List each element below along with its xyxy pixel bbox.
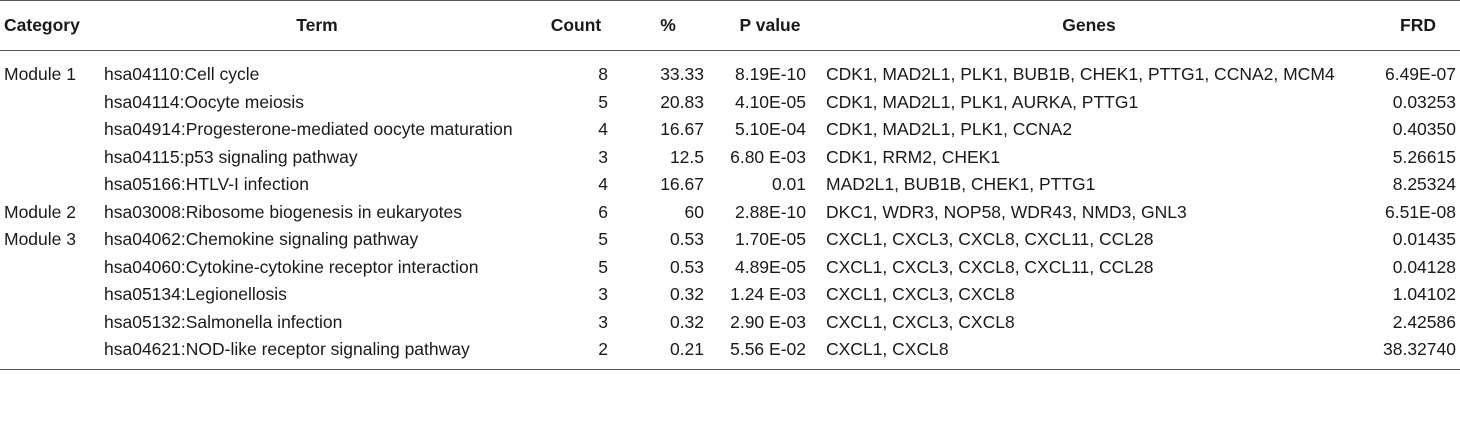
cell-frd: 5.26615 <box>1392 146 1456 167</box>
cell-frd: 6.51E-08 <box>1384 201 1456 222</box>
cell-pvalue: 2.90 E-03 <box>730 311 806 332</box>
cell-count: 4 <box>598 174 608 194</box>
cell-genes: CDK1, RRM2, CHEK1 <box>826 146 1001 167</box>
cell-frd: 2.42586 <box>1392 311 1456 332</box>
cell-category <box>0 309 102 337</box>
cell-pvalue: 5.56 E-02 <box>730 339 806 359</box>
cell-frd: 0.40350 <box>1392 119 1456 139</box>
cell-percent: 16.67 <box>660 174 704 194</box>
cell-count: 3 <box>598 311 608 332</box>
header-count: Count <box>550 15 602 35</box>
cell-term: hsa05166:HTLV-I infection <box>104 174 309 194</box>
header-category: Category <box>4 15 80 35</box>
cell-genes: CDK1, MAD2L1, PLK1, AURKA, PTTG1 <box>826 91 1139 112</box>
cell-term: hsa05132:Salmonella infection <box>104 311 343 332</box>
cell-genes: DKC1, WDR3, NOP58, WDR43, NMD3, GNL3 <box>826 201 1187 222</box>
cell-percent: 33.33 <box>660 64 704 84</box>
cell-frd: 38.32740 <box>1383 339 1456 359</box>
header-genes: Genes <box>1062 15 1116 35</box>
table-row: Module 1 hsa04110:Cell cycle 8 33.33 8.19E-1… <box>0 51 1460 89</box>
table-row: hsa04621:NOD-like receptor signaling pat… <box>0 336 1460 369</box>
cell-genes: CXCL1, CXCL3, CXCL8, CXCL11, CCL28 <box>826 256 1154 277</box>
table-row: hsa04114:Oocyte meiosis 5 20.83 4.10E-05 CDK… <box>0 89 1460 117</box>
cell-percent: 0.53 <box>669 256 704 277</box>
cell-pvalue: 2.88E-10 <box>734 201 806 222</box>
cell-count: 3 <box>598 146 608 167</box>
table-row: hsa05134:Legionellosis 3 0.32 1.24 E-03 CXCL… <box>0 281 1460 309</box>
cell-genes: MAD2L1, BUB1B, CHEK1, PTTG1 <box>826 174 1096 194</box>
header-pvalue: P value <box>739 15 801 35</box>
cell-genes: CDK1, MAD2L1, PLK1, BUB1B, CHEK1, PTTG1,… <box>826 64 1335 84</box>
cell-percent: 0.53 <box>669 229 704 249</box>
cell-genes: CXCL1, CXCL3, CXCL8 <box>826 311 1015 332</box>
cell-count: 5 <box>598 229 608 249</box>
cell-pvalue: 5.10E-04 <box>734 119 806 139</box>
cell-frd: 8.25324 <box>1392 174 1456 194</box>
cell-term: hsa04062:Chemokine signaling pathway <box>104 229 419 249</box>
cell-term: hsa04114:Oocyte meiosis <box>104 91 305 112</box>
table-row: hsa04914:Progesterone-mediated oocyte ma… <box>0 116 1460 144</box>
cell-percent: 16.67 <box>660 119 704 139</box>
table-row: Module 2 hsa03008:Ribosome biogenesis in … <box>0 199 1460 227</box>
enrichment-table: Category Term Count % P value Genes FRD … <box>0 0 1460 369</box>
table-row: Module 3 hsa04062:Chemokine signaling pat… <box>0 226 1460 254</box>
cell-pvalue: 8.19E-10 <box>734 64 806 84</box>
cell-frd: 0.01435 <box>1392 229 1456 249</box>
cell-count: 3 <box>598 284 608 304</box>
cell-category <box>0 254 102 282</box>
cell-genes: CXCL1, CXCL8 <box>826 339 949 359</box>
cell-percent: 0.32 <box>669 284 704 304</box>
table-row: hsa04115:p53 signaling pathway 3 12.5 6.80 … <box>0 144 1460 172</box>
cell-count: 2 <box>598 339 608 359</box>
cell-term: hsa04060:Cytokine-cytokine receptor inte… <box>104 256 479 277</box>
cell-count: 4 <box>598 119 608 139</box>
cell-term: hsa04621:NOD-like receptor signaling pat… <box>104 339 470 359</box>
cell-frd: 0.04128 <box>1392 256 1456 277</box>
header-percent: % <box>660 15 676 35</box>
cell-percent: 60 <box>684 201 704 222</box>
cell-pvalue: 1.70E-05 <box>734 229 806 249</box>
cell-category <box>0 336 102 369</box>
cell-count: 5 <box>598 91 608 112</box>
cell-pvalue: 6.80 E-03 <box>730 146 806 167</box>
cell-category: Module 1 <box>4 64 76 84</box>
cell-term: hsa04914:Progesterone-mediated oocyte ma… <box>104 119 513 139</box>
cell-term: hsa04110:Cell cycle <box>104 64 260 84</box>
cell-category: Module 2 <box>4 201 76 222</box>
header-frd: FRD <box>1400 15 1436 35</box>
cell-pvalue: 4.10E-05 <box>734 91 806 112</box>
header-row: Category Term Count % P value Genes FRD <box>0 0 1460 51</box>
cell-category <box>0 171 102 199</box>
cell-percent: 20.83 <box>660 91 704 112</box>
cell-category <box>0 116 102 144</box>
cell-pvalue: 1.24 E-03 <box>730 284 806 304</box>
table-row: hsa05132:Salmonella infection 3 0.32 2.90 E… <box>0 309 1460 337</box>
cell-category <box>0 144 102 172</box>
header-term: Term <box>296 15 338 35</box>
cell-frd: 6.49E-07 <box>1384 64 1456 84</box>
cell-frd: 1.04102 <box>1392 284 1456 304</box>
table-row: hsa05166:HTLV-I infection 4 16.67 0.01 MAD2L… <box>0 171 1460 199</box>
cell-count: 6 <box>598 201 608 222</box>
cell-term: hsa05134:Legionellosis <box>104 284 287 304</box>
cell-count: 8 <box>598 64 608 84</box>
cell-category <box>0 89 102 117</box>
cell-percent: 0.21 <box>669 339 704 359</box>
table-row: hsa04060:Cytokine-cytokine receptor inte… <box>0 254 1460 282</box>
cell-genes: CXCL1, CXCL3, CXCL8 <box>826 284 1015 304</box>
cell-percent: 0.32 <box>669 311 704 332</box>
cell-pvalue: 0.01 <box>771 174 806 194</box>
cell-percent: 12.5 <box>669 146 704 167</box>
cell-category: Module 3 <box>4 229 76 249</box>
cell-category <box>0 281 102 309</box>
cell-term: hsa03008:Ribosome biogenesis in eukaryot… <box>104 201 463 222</box>
cell-pvalue: 4.89E-05 <box>734 256 806 277</box>
cell-genes: CDK1, MAD2L1, PLK1, CCNA2 <box>826 119 1073 139</box>
cell-count: 5 <box>598 256 608 277</box>
cell-genes: CXCL1, CXCL3, CXCL8, CXCL11, CCL28 <box>826 229 1154 249</box>
cell-term: hsa04115:p53 signaling pathway <box>104 146 358 167</box>
cell-frd: 0.03253 <box>1392 91 1456 112</box>
